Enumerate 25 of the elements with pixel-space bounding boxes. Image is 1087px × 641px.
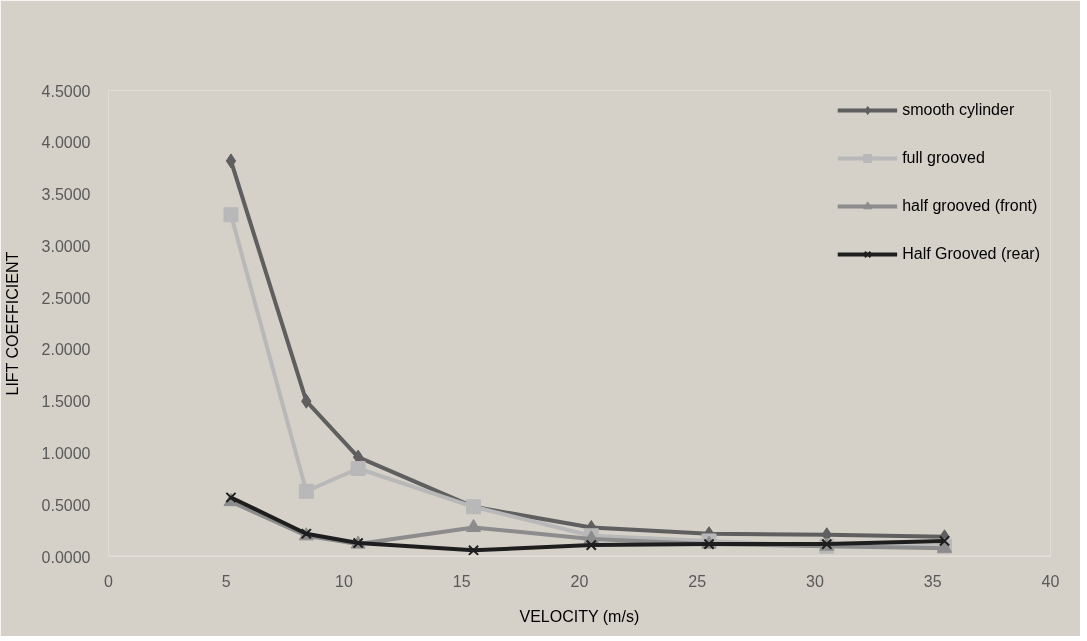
x-tick-label: 40 bbox=[1041, 572, 1060, 590]
legend-label: smooth cylinder bbox=[902, 101, 1015, 119]
x-tick-label: 30 bbox=[806, 572, 824, 590]
x-tick-label: 25 bbox=[688, 572, 707, 590]
x-tick-label: 35 bbox=[923, 572, 942, 590]
y-tick-label: 3.5000 bbox=[41, 186, 91, 204]
legend-label: full grooved bbox=[902, 149, 985, 167]
y-tick-label: 4.5000 bbox=[41, 82, 91, 100]
x-tick-label: 15 bbox=[452, 572, 471, 590]
y-tick-label: 2.0000 bbox=[41, 341, 91, 359]
x-tick-label: 10 bbox=[335, 572, 353, 590]
y-tick-label: 0.5000 bbox=[41, 496, 91, 514]
y-tick-label: 3.0000 bbox=[41, 237, 91, 255]
x-tick-label: 0 bbox=[104, 572, 114, 590]
y-tick-label: 4.0000 bbox=[41, 134, 91, 152]
x-axis-title: VELOCITY (m/s) bbox=[519, 607, 640, 625]
legend-label: half grooved (front) bbox=[902, 197, 1038, 215]
legend-label: Half Grooved (rear) bbox=[902, 245, 1040, 263]
y-tick-label: 2.5000 bbox=[41, 289, 91, 307]
y-tick-label: 0.0000 bbox=[41, 548, 91, 566]
x-tick-label: 20 bbox=[570, 572, 589, 590]
y-tick-label: 1.0000 bbox=[41, 444, 91, 462]
y-axis-title: LIFT COEFFICIENT bbox=[3, 251, 21, 396]
x-tick-label: 5 bbox=[221, 572, 231, 590]
y-tick-label: 1.5000 bbox=[41, 393, 91, 411]
